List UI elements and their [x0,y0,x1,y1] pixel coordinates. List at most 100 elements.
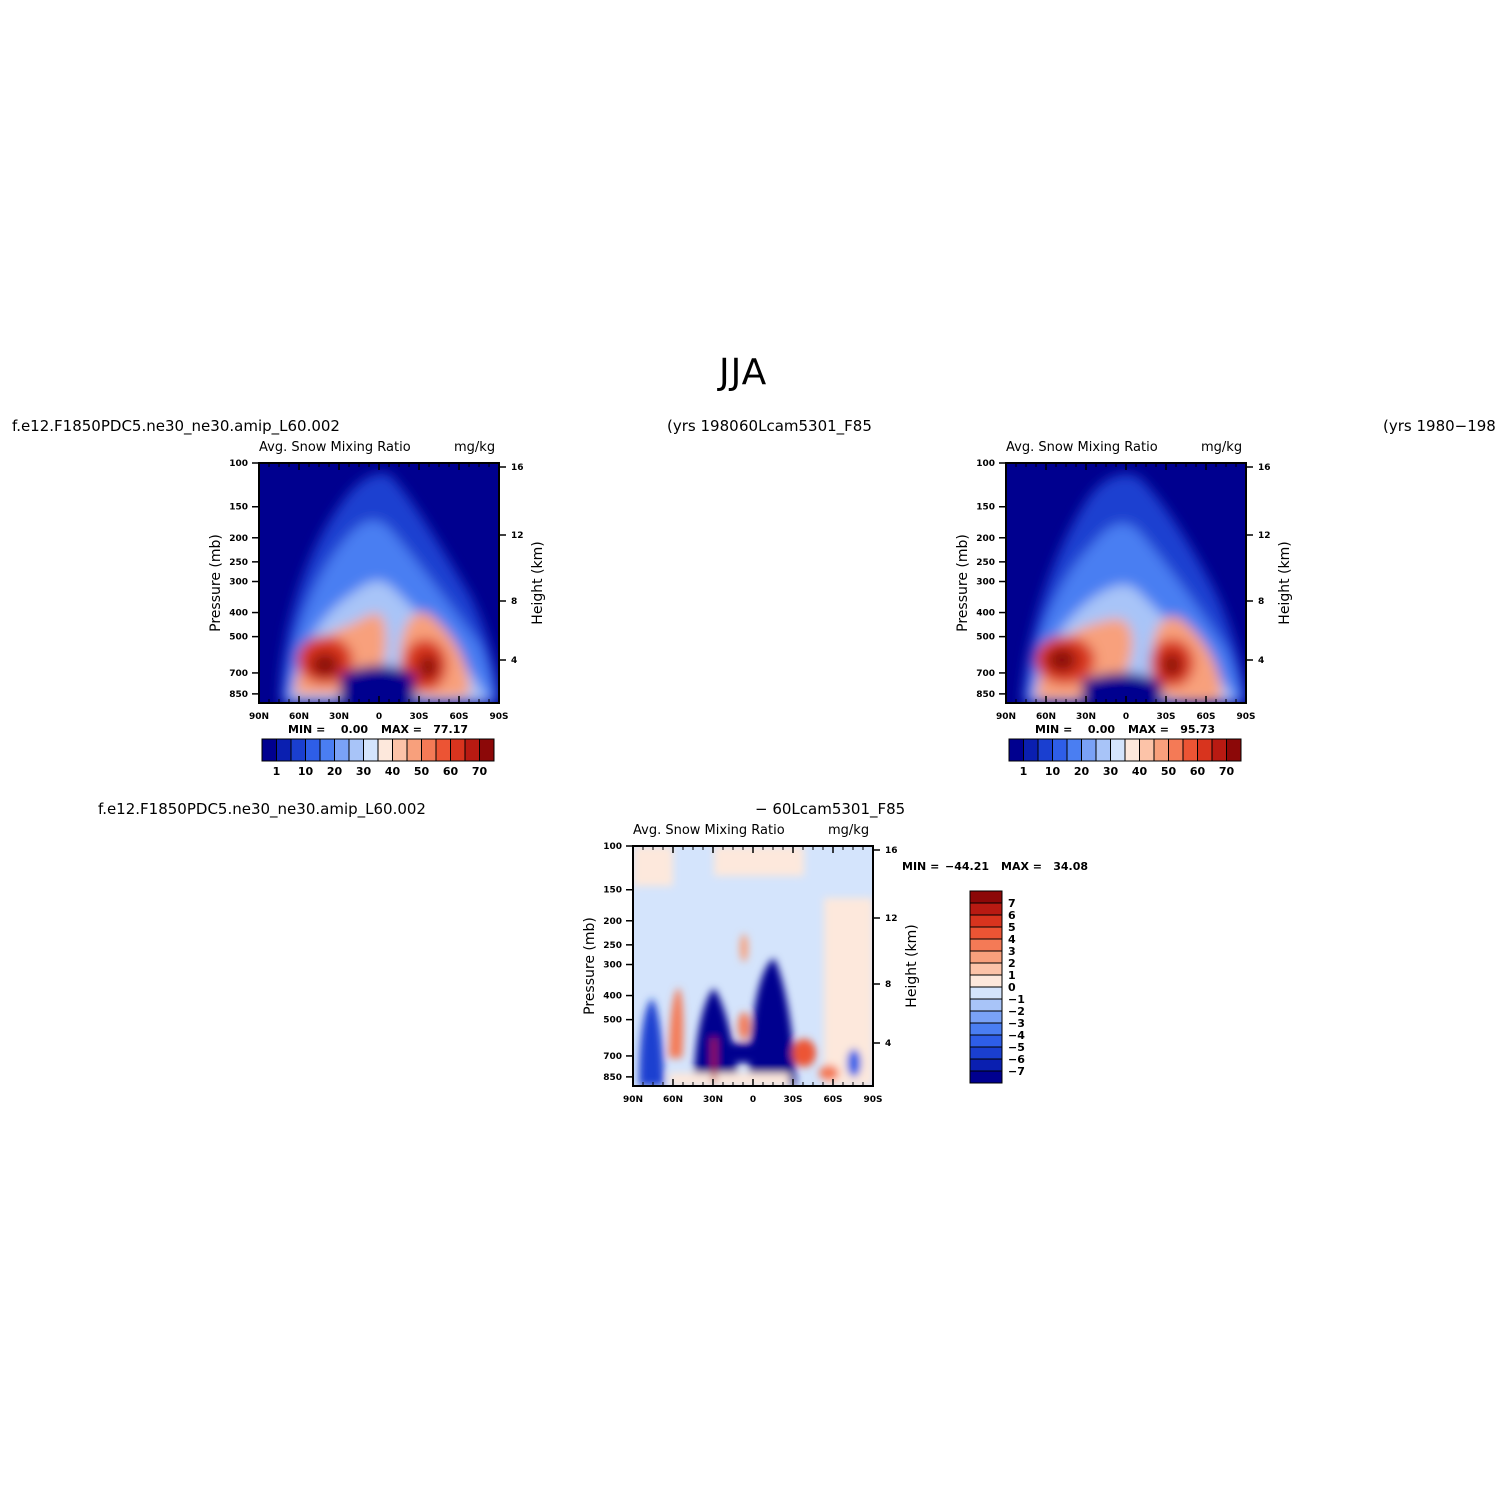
plot2-ytick-label: 100 [976,459,995,469]
plot2-axes: 90N 60N 30N 0 30S 60S 90S 100 150 200 250 300 400 500… [955,459,1293,722]
plot3-xtick-label: 30N [703,1095,723,1105]
plot1-chart: 90N 60N 30N 0 30S 60S 90S 100 150 200 250 300 400 500… [208,459,546,722]
plot3-colorbar-swatch [969,902,1003,916]
plot3-ytick-label: 400 [603,992,622,1002]
plot2-colorbar-label: 1 [1020,765,1028,778]
plot1-colorbar-swatch [450,738,466,762]
plot2-units: mg/kg [1201,440,1243,455]
plot2-ytick-label: 250 [976,558,995,568]
page-title: JJA [719,352,768,393]
plot1-min-label: MIN = [288,723,325,736]
plot3-y2label: Height (km) [904,924,920,1007]
case2-label: 60Lcam5301_F85 [739,417,872,435]
plot1-colorbar-swatch [305,738,321,762]
plot1-ytick-label: 500 [229,633,248,643]
plot1-units: mg/kg [454,440,496,455]
plot2-xtick-label: 60S [1196,712,1215,722]
plot3-colorbar-swatch [969,998,1003,1012]
plot3-units: mg/kg [828,823,870,838]
diff-op-label: − 60Lcam5301_F85 [755,800,906,818]
plot2-min-label: MIN = [1035,723,1072,736]
plot3-ytick-label: 700 [603,1052,622,1062]
plot2-colorbar-swatch [1182,738,1198,762]
plot2-colorbar-swatch [1153,738,1169,762]
plot1-colorbar-label: 40 [385,765,401,778]
plot2-colorbar-swatch [1008,738,1024,762]
plot1-y2label: Height (km) [530,541,546,624]
plot2-colorbar-swatch [1139,738,1155,762]
diff-case-label: f.e12.F1850PDC5.ne30_ne30.amip_L60.002 [98,800,426,818]
plot2-colorbar-swatch [1081,738,1097,762]
plot3-y2tick-label: 8 [885,980,891,990]
plot3-colorbar-label: 7 [1008,897,1016,910]
plot2-colorbar-swatch [1066,738,1082,762]
plot1-axes: 90N 60N 30N 0 30S 60S 90S 100 150 200 250 300 400 500… [208,459,546,722]
plot1-colorbar-swatch [319,738,335,762]
plot1-colorbar-swatch [421,738,437,762]
plot1-colorbar-swatch [435,738,451,762]
plot2-y2tick-label: 12 [1258,531,1271,541]
plot2-ytick-label: 300 [976,578,995,588]
plot1-y2tick-label: 4 [511,656,517,666]
case1-label: f.e12.F1850PDC5.ne30_ne30.amip_L60.002 [12,417,340,435]
plot1-colorbar-label: 60 [443,765,459,778]
plot2-colorbar-label: 60 [1190,765,1206,778]
plot2-colorbar-label: 10 [1045,765,1061,778]
plot3-colorbar-swatch [969,950,1003,964]
plot3-ytick-label: 150 [603,886,622,896]
plot2-ytick-label: 150 [976,503,995,513]
plot2-max-value: 95.73 [1180,723,1215,736]
plot2-colorbar-swatch [1211,738,1227,762]
plot1-y2tick-label: 16 [511,463,524,473]
plot1-colorbar-swatch [261,738,277,762]
plot3-ytick-label: 200 [603,917,622,927]
plot2-colorbar-swatch [1110,738,1126,762]
plot2-ylabel: Pressure (mb) [955,534,971,632]
plot3-colorbar-swatch [969,974,1003,988]
plot1-y2tick-label: 12 [511,531,524,541]
plot3-chart: 90N 60N 30N 0 30S 60S 90S 100 150 200 250 300 400 500… [582,842,920,1105]
plot1-colorbar-label: 50 [414,765,430,778]
plot2-colorbar-label: 40 [1132,765,1148,778]
plot3-title: Avg. Snow Mixing Ratio [633,823,785,838]
plot3-colorbar-swatch [969,1046,1003,1060]
plot1-title: Avg. Snow Mixing Ratio [259,440,411,455]
plot3-colorbar-label: −3 [1008,1017,1025,1030]
plot3-colorbar-label: 5 [1008,921,1016,934]
plot3-colorbar-swatch [969,1022,1003,1036]
plot2-xtick-label: 90S [1236,712,1255,722]
plot2-min-value: 0.00 [1088,723,1115,736]
plot1-colorbar-label: 10 [298,765,314,778]
plot3-colorbar-swatch [969,1010,1003,1024]
plot1-colorbar-swatch [276,738,292,762]
plot1-ytick-label: 700 [229,669,248,679]
plot3-max-value: 34.08 [1053,860,1088,873]
plot2-colorbar-swatch [1037,738,1053,762]
plot3-colorbar-swatch [969,938,1003,952]
plot3-ytick-label: 500 [603,1016,622,1026]
plot2-y2label: Height (km) [1277,541,1293,624]
plot3-colorbar-label: 6 [1008,909,1016,922]
plot3-min-label: MIN = [902,860,939,873]
plot1-colorbar-swatch [479,738,495,762]
plot3-ytick-label: 850 [603,1073,622,1083]
plot3-colorbar-label: 1 [1008,969,1016,982]
plot2-colorbar-swatch [1124,738,1140,762]
plot1-colorbar-label: 20 [327,765,343,778]
plot2-y2tick-label: 4 [1258,656,1264,666]
plot1-colorbar-swatch [464,738,480,762]
plot1-colorbar-swatch [348,738,364,762]
plot2-ytick-label: 700 [976,669,995,679]
plot1-xtick-label: 30S [409,712,428,722]
plot2-ytick-label: 850 [976,690,995,700]
plot1-colorbar-label: 1 [273,765,281,778]
plot1-ylabel: Pressure (mb) [208,534,224,632]
plot1-colorbar: MIN = 0.00 MAX = 77.17 1 10 20 30 40 50 60 70 [261,723,495,778]
plot2-ytick-label: 200 [976,534,995,544]
plot2-colorbar-swatch [1226,738,1242,762]
plot3-axes: 90N 60N 30N 0 30S 60S 90S 100 150 200 250 300 400 500… [582,842,920,1105]
plot3-colorbar-label: −1 [1008,993,1025,1006]
plot3-xtick-label: 60N [663,1095,683,1105]
plot2-ytick-label: 500 [976,633,995,643]
plot1-colorbar-swatch [406,738,422,762]
